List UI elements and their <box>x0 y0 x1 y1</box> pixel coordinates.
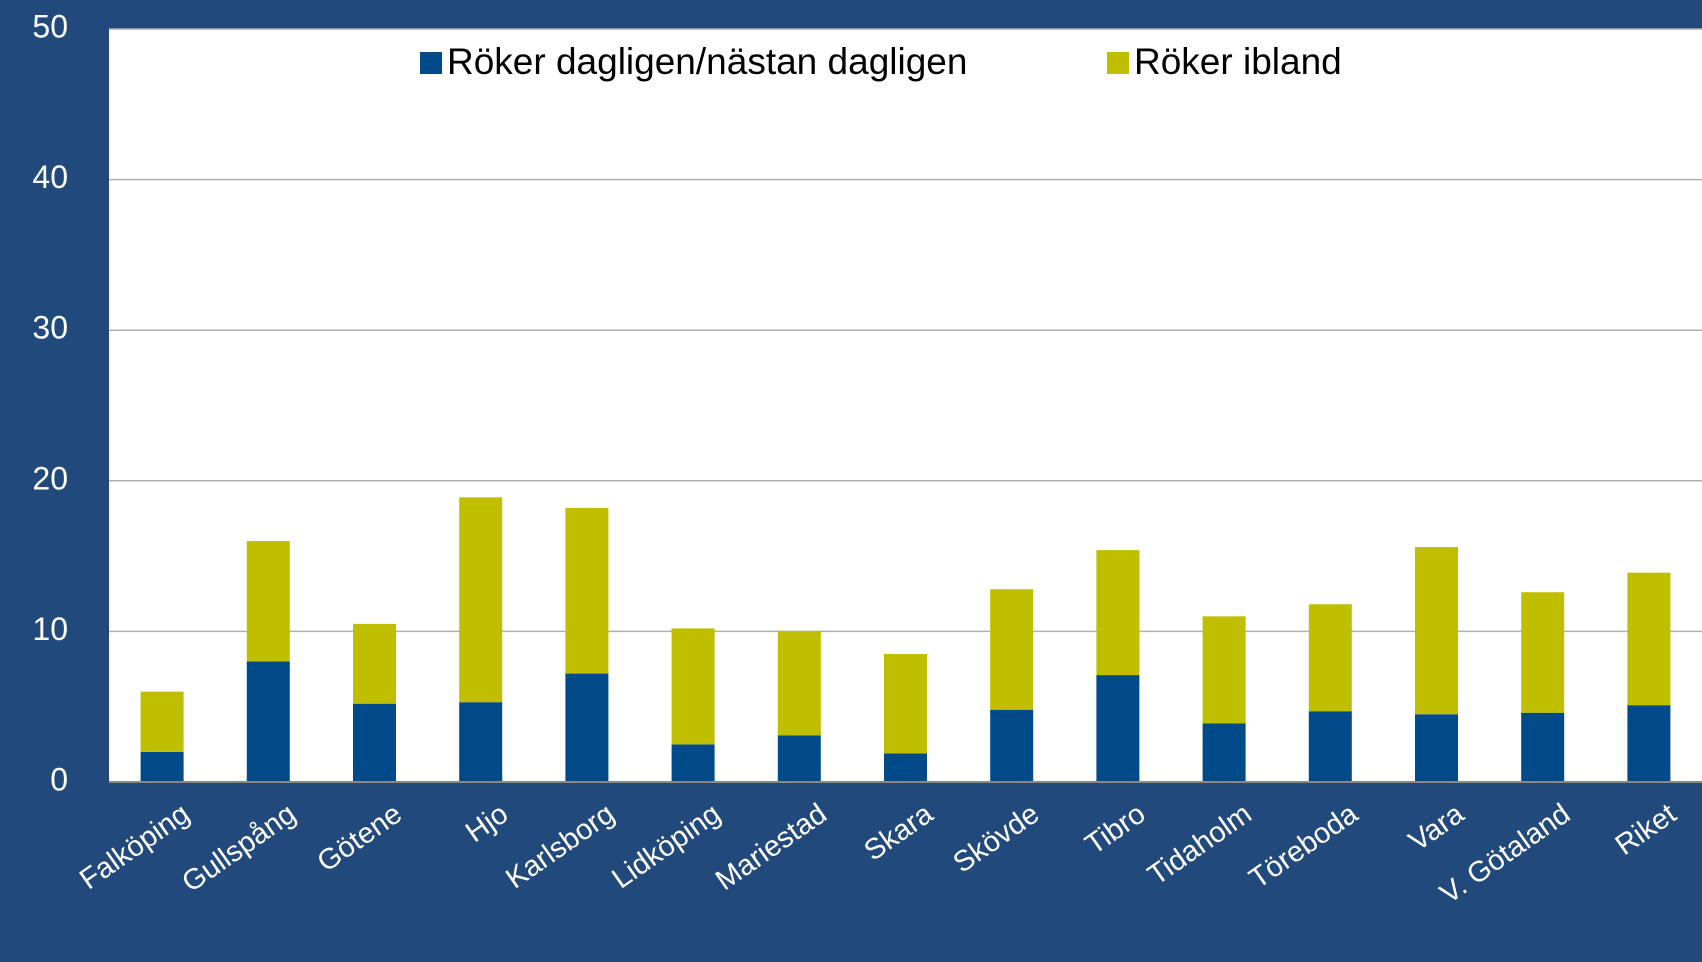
bar-segment <box>246 661 290 782</box>
bar-segment <box>990 589 1034 710</box>
bar-segment <box>353 623 396 704</box>
bar-segment <box>1415 714 1458 782</box>
bar-segment <box>990 709 1034 782</box>
legend-label: Röker ibland <box>1134 41 1342 82</box>
bar-segment <box>884 653 927 754</box>
legend-swatch <box>420 52 442 74</box>
y-tick-label: 30 <box>32 310 68 346</box>
bar-segment <box>1627 705 1671 782</box>
y-tick-label: 10 <box>32 611 68 647</box>
bar-segment <box>777 631 821 736</box>
bar-segment <box>565 507 609 674</box>
bar-segment <box>1096 550 1140 676</box>
bar-segment <box>884 753 927 782</box>
bar-segment <box>353 703 396 782</box>
bar-segment <box>1627 572 1671 706</box>
bar-segment <box>246 541 290 662</box>
bar-segment <box>1415 547 1458 715</box>
bar-segment <box>777 735 821 782</box>
bar-segment <box>459 497 503 703</box>
bar-segment <box>1096 675 1140 782</box>
legend-swatch <box>1107 52 1129 74</box>
bar-segment <box>671 744 715 782</box>
bar-segment <box>140 691 184 752</box>
bar-segment <box>1521 712 1565 782</box>
bar-segment <box>1202 616 1246 724</box>
bar-segment <box>1308 711 1352 782</box>
bar-segment <box>565 673 609 782</box>
bar-segment <box>1521 592 1565 713</box>
bar-segment <box>671 628 715 745</box>
y-tick-label: 20 <box>32 460 68 496</box>
legend-label: Röker dagligen/nästan dagligen <box>447 41 967 82</box>
bar-segment <box>459 702 503 782</box>
bar-segment <box>1202 723 1246 782</box>
y-tick-label: 0 <box>50 761 68 797</box>
bar-segment <box>1308 604 1352 712</box>
y-tick-label: 40 <box>32 159 68 195</box>
bar-segment <box>140 751 184 782</box>
y-tick-label: 50 <box>32 8 68 44</box>
